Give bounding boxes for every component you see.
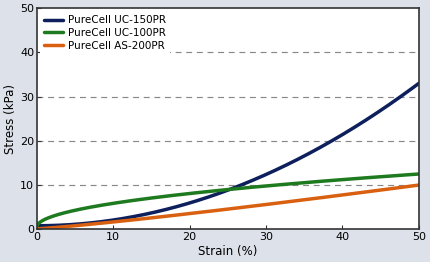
PureCell AS-200PR <box>297 199 302 202</box>
PureCell AS-200PR <box>189 212 194 215</box>
PureCell UC-150PR <box>73 223 78 226</box>
PureCell AS-200PR <box>416 183 421 187</box>
PureCell UC-150PR <box>189 201 194 204</box>
PureCell UC-150PR <box>416 82 421 85</box>
PureCell UC-100PR <box>189 192 194 195</box>
Line: PureCell UC-100PR: PureCell UC-100PR <box>37 174 419 227</box>
PureCell UC-100PR <box>73 209 78 212</box>
PureCell UC-100PR <box>203 190 208 193</box>
PureCell UC-100PR <box>339 178 344 181</box>
PureCell UC-100PR <box>297 182 302 185</box>
Line: PureCell UC-150PR: PureCell UC-150PR <box>37 83 419 226</box>
PureCell UC-150PR <box>339 134 344 137</box>
PureCell UC-150PR <box>34 224 40 227</box>
PureCell AS-200PR <box>332 194 337 198</box>
X-axis label: Strain (%): Strain (%) <box>198 245 258 258</box>
PureCell AS-200PR <box>73 224 78 227</box>
Legend: PureCell UC-150PR, PureCell UC-100PR, PureCell AS-200PR: PureCell UC-150PR, PureCell UC-100PR, Pu… <box>40 11 170 55</box>
PureCell AS-200PR <box>203 210 208 213</box>
PureCell AS-200PR <box>339 194 344 197</box>
PureCell AS-200PR <box>34 227 40 230</box>
PureCell UC-150PR <box>203 196 208 200</box>
PureCell UC-100PR <box>34 226 40 229</box>
Y-axis label: Stress (kPa): Stress (kPa) <box>4 84 17 154</box>
PureCell UC-150PR <box>332 138 337 141</box>
Line: PureCell AS-200PR: PureCell AS-200PR <box>37 185 419 229</box>
PureCell UC-150PR <box>297 157 302 160</box>
PureCell UC-100PR <box>416 172 421 176</box>
PureCell UC-100PR <box>332 179 337 182</box>
